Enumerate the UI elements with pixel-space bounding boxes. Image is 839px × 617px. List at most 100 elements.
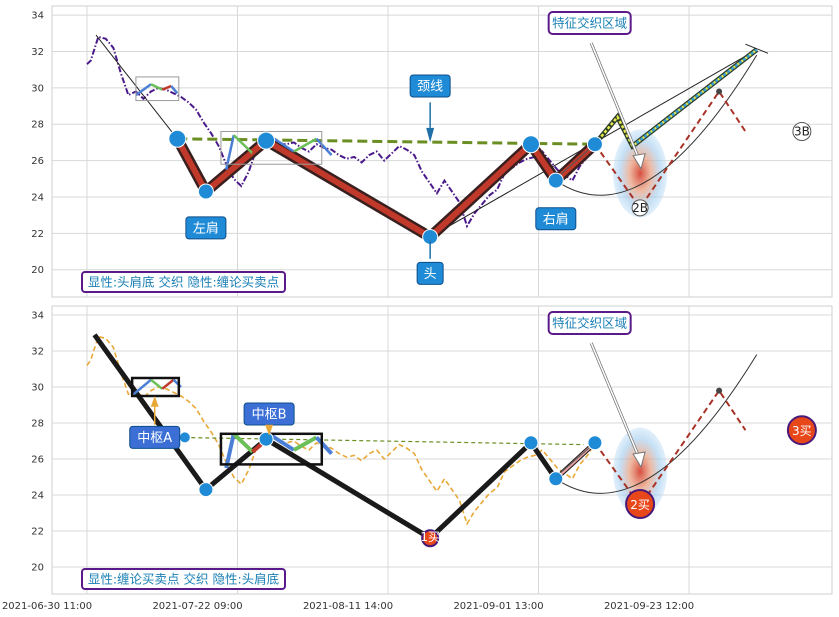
y-tick-label: 32 — [31, 47, 44, 58]
signal-3b-circle — [792, 121, 812, 141]
zigzag-node — [548, 471, 564, 487]
zigzag-node — [547, 172, 564, 189]
region-label-box — [547, 11, 632, 35]
pattern-label-text: 右肩 — [543, 211, 569, 227]
signal-buy-circle — [786, 415, 817, 446]
pivot-box — [220, 130, 323, 165]
x-tick-label: 2021-06-30 11:00 — [2, 601, 92, 612]
pivot-box — [135, 76, 180, 102]
pivot-node — [260, 433, 273, 446]
y-tick-label: 22 — [31, 229, 44, 240]
region-arrowhead — [632, 451, 646, 469]
mini-wave-segment — [132, 378, 152, 396]
signal-projection-line — [594, 89, 747, 210]
y-tick-label: 24 — [31, 192, 44, 203]
pivot-box-a — [130, 376, 181, 398]
neckline-hidden — [177, 436, 584, 446]
projection-cap — [745, 43, 769, 54]
panel-caption-box — [81, 271, 286, 293]
zigzag-node — [523, 435, 539, 451]
pivot-b-arrowhead — [265, 424, 274, 436]
zigzag-node — [197, 183, 214, 200]
pivot-a-arrowhead — [150, 396, 159, 407]
mini-wave-segment — [315, 137, 333, 156]
mini-wave-segment — [232, 134, 254, 155]
signal-2b-circle — [631, 199, 649, 217]
mini-wave-segment — [270, 433, 296, 452]
fan-line — [553, 442, 596, 480]
signal-2b: 2B — [631, 199, 649, 217]
mini-wave-segment — [161, 84, 172, 91]
projection-arc — [555, 354, 758, 494]
x-tick-label: 2021-09-01 13:00 — [453, 601, 543, 612]
x-tick-label: 2021-07-22 09:00 — [152, 601, 242, 612]
mini-wave-segment — [315, 436, 334, 455]
mini-wave-segment — [292, 435, 318, 452]
trend-line — [95, 34, 178, 140]
y-tick-label: 30 — [31, 383, 44, 394]
projection-node — [716, 88, 723, 95]
pivot-label: 中枢A — [129, 425, 181, 449]
mini-wave-segment — [270, 135, 295, 153]
signal-projection-line — [594, 388, 747, 508]
pivot-label-text: 中枢A — [137, 431, 172, 446]
signal-3b-text: 3B — [794, 124, 810, 138]
projection-arc — [555, 54, 758, 196]
projection-up-blue — [631, 48, 758, 148]
signal-2b-text: 2B — [632, 201, 648, 215]
pattern-label: 颈线 — [409, 74, 451, 98]
zigzag-node — [257, 131, 276, 150]
mini-wave-segment — [161, 378, 175, 390]
y-tick-label: 26 — [31, 156, 44, 167]
pattern-label-box — [535, 207, 577, 231]
neckline-arrowhead — [426, 127, 435, 143]
y-tick-label: 22 — [31, 527, 44, 538]
mini-wave-segment — [293, 137, 318, 153]
mini-wave-segment — [150, 378, 164, 390]
panel-caption: 显性:头肩底 交织 隐性:缠论买卖点 — [81, 271, 286, 293]
mini-wave-segment — [135, 83, 152, 97]
y-tick-label: 20 — [31, 265, 44, 276]
pivot-box-b — [219, 432, 324, 466]
x-tick-label: 2021-09-23 12:00 — [604, 601, 694, 612]
pivot-label-text: 中枢B — [252, 408, 287, 423]
region-arrowhead — [632, 153, 646, 170]
panel-caption: 显性:缠论买卖点 交织 隐性:头肩底 — [81, 568, 286, 590]
pivot-node — [179, 432, 190, 443]
mini-wave-segment — [150, 83, 163, 91]
signal-buy-3: 3买 — [786, 415, 817, 446]
pivot-label-box — [129, 425, 181, 449]
y-tick-label: 32 — [31, 347, 44, 358]
projection-up-line — [593, 48, 758, 148]
y-tick-label: 24 — [31, 491, 44, 502]
y-tick-label: 30 — [31, 83, 44, 94]
zigzag-node — [586, 136, 603, 153]
signal-buy-2: 2买 — [625, 489, 656, 519]
region-label-text: 特征交织区域 — [552, 16, 627, 31]
pattern-label-box — [409, 74, 451, 98]
region-label: 特征交织区域 — [547, 11, 632, 35]
y-tick-label: 20 — [31, 563, 44, 574]
plot-frame — [51, 5, 833, 298]
y-tick-label: 28 — [31, 419, 44, 430]
projection-node — [716, 387, 723, 394]
zigzag-node — [198, 482, 214, 498]
signal-buy-circle — [421, 529, 440, 548]
signal-buy-text: 1买 — [420, 530, 440, 544]
interweave-region-glow — [613, 129, 668, 218]
region-label-text: 特征交织区域 — [552, 316, 627, 331]
pattern-label: 右肩 — [535, 207, 577, 231]
pattern-label: 左肩 — [185, 216, 227, 240]
region-label: 特征交织区域 — [547, 311, 632, 335]
pattern-label-text: 左肩 — [193, 220, 219, 236]
signal-buy-text: 2买 — [630, 498, 650, 512]
mini-wave-segment — [170, 85, 179, 95]
signal-buy-text: 3买 — [792, 424, 812, 438]
panel-caption-box — [81, 568, 286, 590]
zigzag-node — [587, 435, 603, 451]
region-arrow-shaft-inner — [590, 42, 641, 162]
zigzag-node — [168, 129, 187, 148]
plot-frame — [51, 305, 833, 595]
signal-buy-1: 1买 — [420, 529, 440, 548]
